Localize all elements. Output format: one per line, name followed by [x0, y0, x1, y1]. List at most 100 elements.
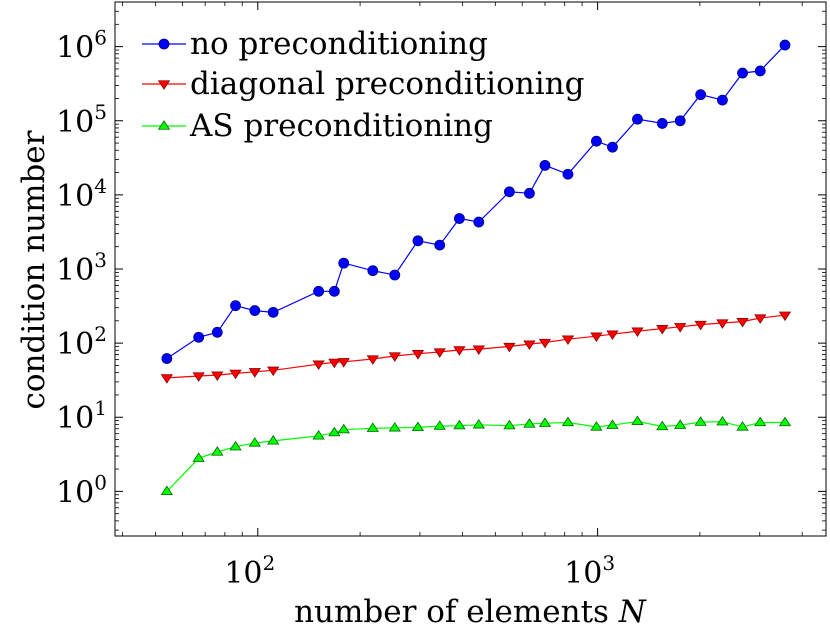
data-point	[606, 330, 619, 341]
data-point	[328, 358, 341, 369]
data-point	[192, 372, 205, 382]
data-point	[754, 314, 767, 324]
data-point	[694, 320, 707, 331]
data-point	[754, 416, 767, 427]
data-point	[411, 421, 425, 432]
data-point	[538, 417, 552, 427]
data-point	[472, 345, 485, 355]
data-point	[249, 305, 261, 316]
data-point	[538, 338, 552, 349]
data-point	[211, 371, 224, 381]
data-point	[503, 186, 515, 198]
x-tick-label: 102	[224, 551, 275, 591]
legend-marker	[158, 38, 170, 50]
data-point	[433, 348, 446, 358]
y-tick-label: 101	[56, 396, 107, 436]
data-point	[656, 324, 669, 335]
data-point	[267, 366, 280, 377]
data-point	[472, 418, 485, 429]
data-point	[312, 360, 325, 371]
data-point	[389, 269, 401, 281]
y-axis-title: condition number	[16, 130, 52, 409]
data-point	[674, 115, 686, 127]
data-point	[161, 353, 173, 364]
data-point	[434, 239, 446, 251]
data-point	[539, 159, 551, 171]
y-tick-label: 100	[56, 470, 107, 510]
data-point	[631, 327, 644, 338]
legend-entry: diagonal preconditioning	[142, 66, 584, 102]
data-point	[453, 419, 466, 430]
data-point	[192, 452, 205, 462]
data-point	[523, 418, 536, 428]
data-point	[367, 265, 379, 277]
data-point	[606, 419, 619, 429]
y-tick-label: 106	[56, 26, 107, 66]
data-point	[591, 135, 602, 147]
y-tick-label: 103	[56, 248, 107, 288]
data-point	[716, 319, 729, 329]
data-point	[778, 311, 792, 322]
data-point	[453, 346, 466, 356]
data-point	[607, 141, 618, 153]
data-point	[473, 216, 485, 228]
data-point	[160, 485, 173, 496]
y-tick-label: 105	[56, 100, 107, 140]
data-point	[454, 213, 465, 224]
data-point	[631, 415, 644, 426]
data-point	[561, 416, 575, 427]
data-point	[230, 300, 241, 312]
data-point	[656, 118, 668, 129]
data-point	[717, 94, 728, 106]
data-point	[737, 67, 748, 79]
data-point	[778, 416, 792, 427]
data-point	[503, 342, 516, 353]
data-point	[632, 113, 643, 125]
data-point	[561, 335, 575, 346]
data-point	[211, 326, 223, 338]
legend-entry: no preconditioning	[142, 26, 488, 62]
data-point	[590, 332, 603, 343]
data-point	[229, 440, 242, 451]
legend-entry: AS preconditioning	[142, 108, 493, 144]
legend-label: diagonal preconditioning	[190, 66, 584, 102]
data-point	[313, 285, 325, 297]
data-point	[366, 355, 379, 365]
data-point	[337, 423, 350, 434]
data-point	[433, 420, 446, 430]
data-point	[674, 419, 687, 429]
data-point	[248, 437, 261, 447]
data-point	[674, 323, 687, 333]
data-point	[267, 306, 279, 318]
x-tick-label: 103	[564, 551, 615, 591]
data-point	[338, 257, 350, 269]
data-point	[736, 421, 749, 431]
y-tick-label: 102	[56, 322, 107, 362]
series-diagonal-preconditioning	[160, 311, 792, 384]
data-point	[328, 285, 340, 297]
data-point	[523, 340, 536, 350]
data-point	[716, 415, 729, 426]
data-point	[524, 187, 535, 199]
data-point	[267, 435, 280, 445]
data-point	[312, 430, 325, 440]
data-point	[590, 421, 603, 431]
data-point	[160, 374, 173, 384]
data-point	[337, 358, 350, 368]
series-as-preconditioning	[160, 415, 792, 496]
data-point	[656, 420, 669, 431]
data-point	[211, 446, 224, 456]
data-point	[754, 65, 766, 77]
data-point	[562, 168, 574, 180]
data-point	[736, 317, 749, 328]
data-point	[779, 39, 791, 51]
data-point	[229, 369, 242, 380]
data-point	[248, 368, 261, 378]
data-point	[411, 350, 425, 360]
data-point	[366, 422, 379, 432]
y-tick-label: 104	[56, 174, 107, 214]
legend-marker	[157, 80, 171, 90]
data-point	[695, 89, 707, 101]
legend-label: AS preconditioning	[189, 108, 493, 144]
